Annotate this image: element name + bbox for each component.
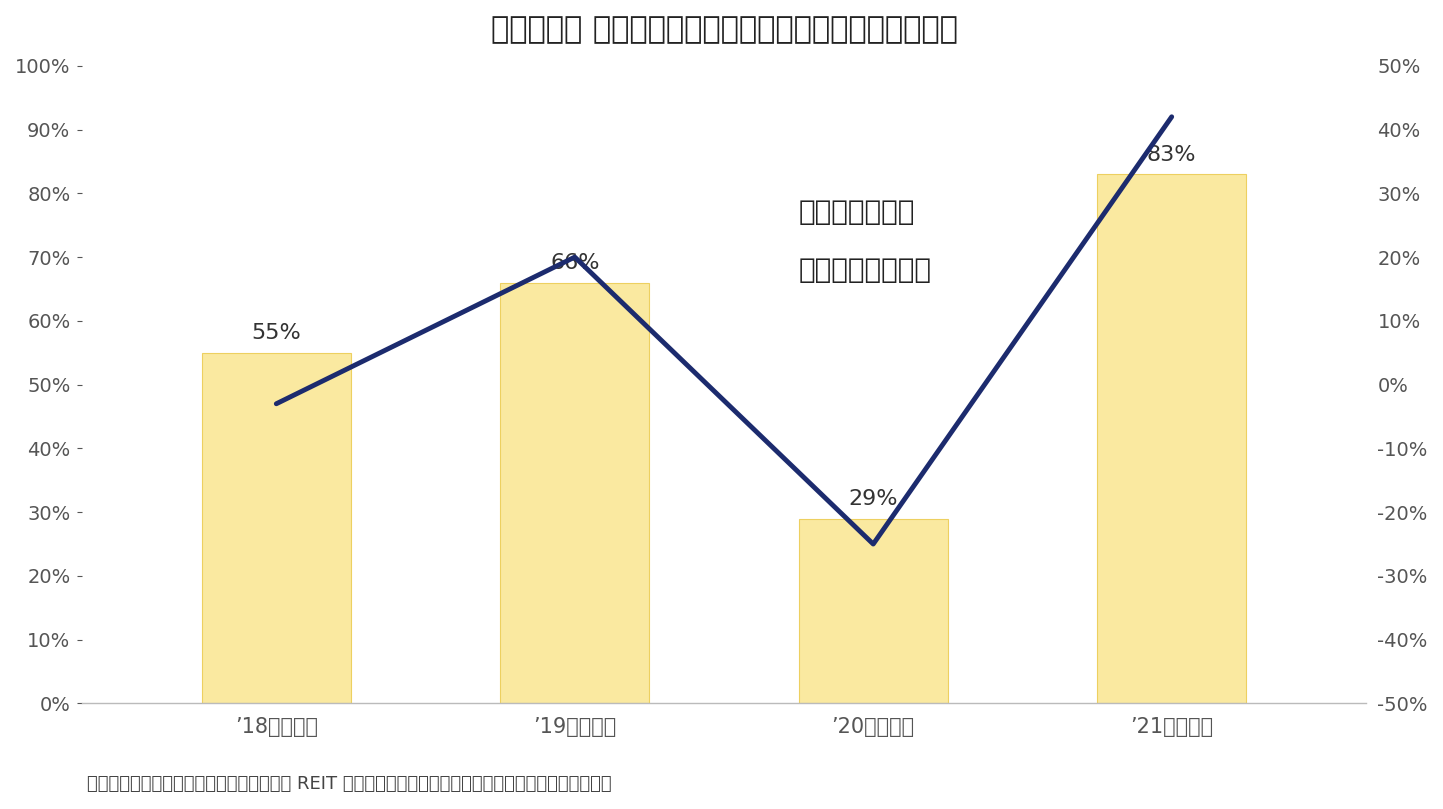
Text: 外国ＲＥＩＴの: 外国ＲＥＩＴの (798, 198, 915, 227)
Text: 66%: 66% (550, 253, 599, 273)
Bar (202, 353, 351, 704)
Text: 29%: 29% (848, 489, 898, 509)
Bar (798, 519, 948, 704)
Text: 年度収益率：右軸: 年度収益率：右軸 (798, 256, 932, 284)
Bar (501, 282, 649, 704)
Text: 55%: 55% (251, 323, 302, 343)
Text: （資料）金融庁公表資料等より作成。外国 REIT の年度収益率は代表的な指数の円建ての各年度の収益率: （資料）金融庁公表資料等より作成。外国 REIT の年度収益率は代表的な指数の円… (87, 775, 612, 793)
Title: 『図表１』 投資信託の運用損益率が０％以上の顧客比率: 『図表１』 投資信託の運用損益率が０％以上の顧客比率 (491, 15, 958, 44)
Text: 83%: 83% (1147, 145, 1196, 164)
Bar (1097, 174, 1247, 704)
